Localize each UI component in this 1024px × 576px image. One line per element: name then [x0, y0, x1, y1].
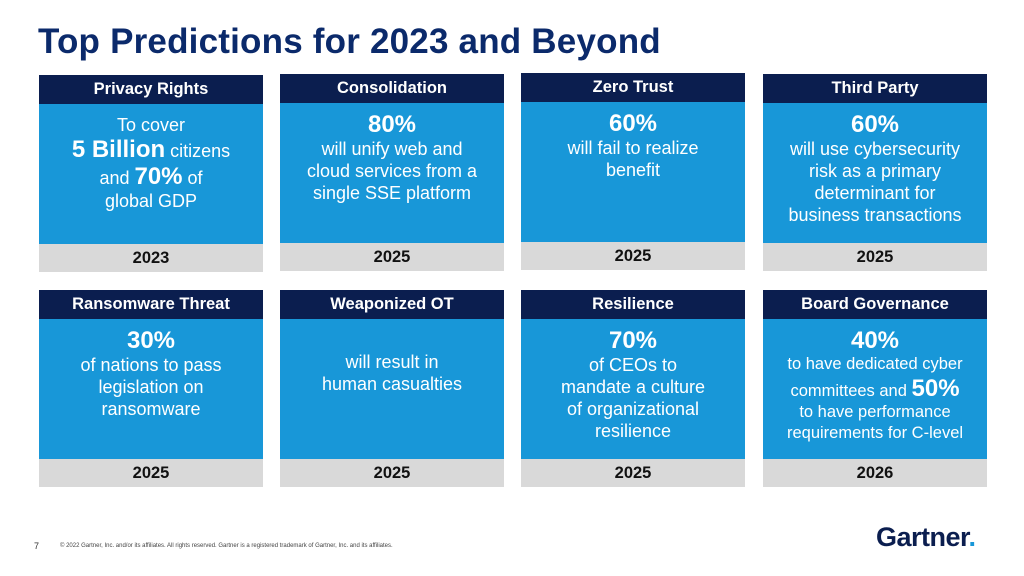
card-line: will use cybersecurity [789, 139, 961, 159]
card-year: 2026 [763, 459, 987, 487]
card-line: benefit [605, 160, 661, 180]
card-text: and [99, 168, 135, 188]
card-line: to have dedicated cyber [787, 355, 963, 373]
page-title: Top Predictions for 2023 and Beyond [38, 22, 661, 61]
card-year: 2025 [521, 242, 745, 270]
card-stat: 80% [367, 111, 417, 138]
card-year: 2025 [280, 243, 504, 271]
card-body: 80% will unify web and cloud services fr… [280, 103, 504, 243]
card-text: committees and [790, 382, 912, 400]
card-body: 60% will use cybersecurity risk as a pri… [763, 103, 987, 243]
card-year: 2025 [763, 243, 987, 271]
card-line: To cover [116, 115, 186, 135]
card-line: human casualties [321, 374, 463, 394]
card-line: risk as a primary [808, 161, 942, 181]
card-line: of CEOs to [588, 355, 678, 375]
card-line: global GDP [104, 191, 198, 211]
card-line: to have performance [799, 403, 951, 421]
card-year: 2025 [39, 459, 263, 487]
card-body: will result in human casualties [280, 319, 504, 459]
card-body: To cover 5 Billion citizens and 70% of g… [39, 104, 263, 244]
card-line: of nations to pass [80, 355, 222, 375]
card-year: 2025 [280, 459, 504, 487]
card-body: 60% will fail to realize benefit [521, 102, 745, 242]
card-line: determinant for [814, 183, 936, 203]
card-ransomware-threat: Ransomware Threat 30% of nations to pass… [39, 290, 263, 487]
card-heading: Zero Trust [521, 73, 745, 102]
card-heading: Consolidation [280, 74, 504, 103]
card-stat: 70% [608, 327, 658, 354]
card-heading: Resilience [521, 290, 745, 319]
card-line: cloud services from a [306, 161, 478, 181]
card-stat: 30% [126, 327, 176, 354]
card-zero-trust: Zero Trust 60% will fail to realize bene… [521, 73, 745, 270]
card-body: 30% of nations to pass legislation on ra… [39, 319, 263, 459]
card-heading: Third Party [763, 74, 987, 103]
card-line: legislation on [98, 377, 204, 397]
card-stat: 70% [134, 163, 183, 190]
card-line: and 70% of [39, 163, 263, 190]
card-stat: 40% [850, 327, 900, 354]
card-year: 2025 [521, 459, 745, 487]
card-line: ransomware [101, 399, 201, 419]
card-stat: 5 Billion [71, 136, 166, 163]
card-line: requirements for C-level [786, 424, 964, 442]
card-heading: Board Governance [763, 290, 987, 319]
card-line: will result in [345, 352, 439, 372]
card-line: mandate a culture [560, 377, 706, 397]
card-text: citizens [165, 141, 231, 161]
card-line: single SSE platform [312, 183, 472, 203]
card-line: committees and 50% [763, 375, 987, 402]
card-line: business transactions [788, 205, 962, 225]
logo-dot: . [968, 522, 977, 552]
card-heading: Privacy Rights [39, 75, 263, 104]
card-resilience: Resilience 70% of CEOs to mandate a cult… [521, 290, 745, 487]
logo-text: Gartner [876, 522, 969, 552]
card-stat: 60% [608, 110, 658, 137]
card-stat: 50% [911, 375, 960, 402]
card-body: 70% of CEOs to mandate a culture of orga… [521, 319, 745, 459]
card-line: will fail to realize [567, 138, 699, 158]
copyright-notice: © 2022 Gartner, Inc. and/or its affiliat… [60, 543, 393, 549]
card-line: resilience [594, 421, 672, 441]
card-year: 2023 [39, 244, 263, 272]
card-heading: Weaponized OT [280, 290, 504, 319]
card-board-governance: Board Governance 40% to have dedicated c… [763, 290, 987, 487]
page-number: 7 [34, 541, 40, 551]
card-body: 40% to have dedicated cyber committees a… [763, 319, 987, 459]
card-line: will unify web and [321, 139, 463, 159]
card-privacy-rights: Privacy Rights To cover 5 Billion citize… [39, 75, 263, 272]
card-line: of organizational [566, 399, 700, 419]
gartner-logo: Gartner. [876, 522, 976, 553]
card-consolidation: Consolidation 80% will unify web and clo… [280, 74, 504, 271]
card-text: of [182, 168, 203, 188]
card-stat: 60% [850, 111, 900, 138]
card-weaponized-ot: Weaponized OT will result in human casua… [280, 290, 504, 487]
card-heading: Ransomware Threat [39, 290, 263, 319]
card-line: 5 Billion citizens [39, 136, 263, 163]
card-third-party: Third Party 60% will use cybersecurity r… [763, 74, 987, 271]
